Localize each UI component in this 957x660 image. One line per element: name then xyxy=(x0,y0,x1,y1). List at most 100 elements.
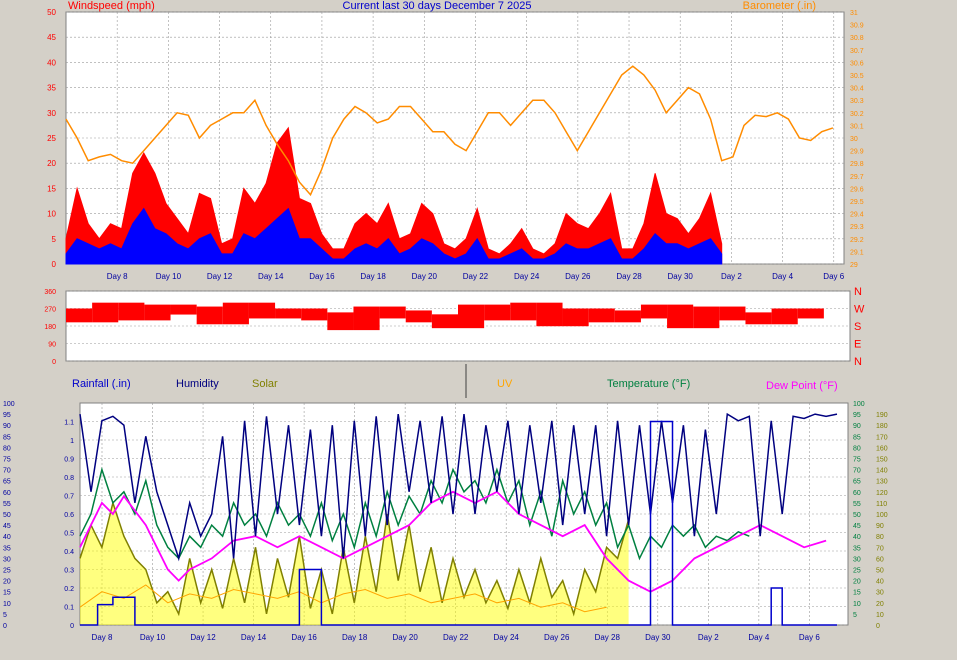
percent-tick-label: 60 xyxy=(3,490,11,497)
rainfall-tick-label: 0.6 xyxy=(64,512,74,519)
windspeed-label: Windspeed (mph) xyxy=(68,0,155,12)
windspeed-tick-label: 5 xyxy=(52,235,57,244)
wind-direction-mark xyxy=(458,304,485,329)
barometer-series xyxy=(65,65,834,197)
wind-direction-mark xyxy=(667,304,694,329)
wind-direction-mark xyxy=(196,306,223,325)
temperature-series xyxy=(79,466,750,561)
temperature-tick-label: 100 xyxy=(853,401,865,408)
bottom-x-axis-ticks: Day 8 Day 10 Day 12 Day 14 Day 16 Day 18 Day 2… xyxy=(92,633,821,642)
temperature-tick-label: 65 xyxy=(853,479,861,486)
x-tick-label: Day 6 xyxy=(799,633,820,642)
percent-tick-label: 100 xyxy=(3,401,15,408)
rainfall-tick-label: 0 xyxy=(70,623,74,630)
wind-direction-mark xyxy=(510,302,537,321)
solar-tick-label: 150 xyxy=(876,457,888,464)
barometer-tick-label: 30 xyxy=(850,136,858,143)
legend-uv: UV xyxy=(497,378,513,390)
barometer-tick-label: 30.2 xyxy=(850,111,864,118)
temperature-tick-label: 60 xyxy=(853,490,861,497)
percent-tick-label: 55 xyxy=(3,501,11,508)
x-tick-label: Day 24 xyxy=(494,633,520,642)
percent-tick-label: 90 xyxy=(3,423,11,430)
barometer-tick-label: 30.7 xyxy=(850,48,864,55)
wind-direction-mark xyxy=(248,302,276,319)
top-x-axis-ticks: Day 8 Day 10 Day 12 Day 14 Day 16 Day 18 Day 2… xyxy=(107,272,845,281)
x-tick-label: Day 26 xyxy=(565,272,591,281)
temperature-tick-label: 85 xyxy=(853,434,861,441)
x-tick-label: Day 10 xyxy=(156,272,182,281)
wind-direction-mark xyxy=(170,304,197,315)
direction-tick-label: 180 xyxy=(44,324,56,331)
direction-tick-label: 90 xyxy=(48,342,56,349)
temperature-tick-label: 10 xyxy=(853,601,861,608)
x-tick-label: Day 26 xyxy=(544,633,570,642)
barometer-tick-label: 30.1 xyxy=(850,123,864,130)
solar-tick-label: 50 xyxy=(876,568,884,575)
temperature-tick-label: 95 xyxy=(853,412,861,419)
percent-tick-label: 30 xyxy=(3,556,11,563)
temperature-tick-label: 75 xyxy=(853,457,861,464)
windspeed-tick-label: 35 xyxy=(47,84,56,93)
legend-solar: Solar xyxy=(252,378,278,390)
barometer-tick-label: 29.3 xyxy=(850,224,864,231)
wind-direction-mark xyxy=(797,308,824,319)
wind-direction-mark xyxy=(431,314,458,329)
wind-direction-mark xyxy=(222,302,249,325)
barometer-tick-label: 29.8 xyxy=(850,161,864,168)
barometer-tick-label: 30.9 xyxy=(850,23,864,30)
wind-direction-mark xyxy=(275,308,302,319)
windspeed-axis-ticks: 0 5 10 15 20 25 30 35 40 45 50 xyxy=(47,8,56,269)
barometer-tick-label: 29 xyxy=(850,262,858,269)
temperature-tick-label: 25 xyxy=(853,568,861,575)
wind-direction-mark xyxy=(614,310,641,323)
x-tick-label: Day 16 xyxy=(291,633,317,642)
humidity-series xyxy=(79,412,838,562)
chart-title: Current last 30 days December 7 2025 xyxy=(343,0,532,12)
compass-label: S xyxy=(854,321,861,333)
windspeed-tick-label: 45 xyxy=(47,33,56,42)
solar-tick-label: 190 xyxy=(876,412,888,419)
x-tick-label: Day 14 xyxy=(258,272,284,281)
solar-tick-label: 180 xyxy=(876,423,888,430)
compass-label: E xyxy=(854,339,861,351)
windspeed-tick-label: 15 xyxy=(47,184,56,193)
percent-tick-label: 45 xyxy=(3,523,11,530)
barometer-tick-label: 30.3 xyxy=(850,98,864,105)
uv-series xyxy=(79,584,607,613)
x-tick-label: Day 24 xyxy=(514,272,540,281)
percent-tick-label: 80 xyxy=(3,445,11,452)
x-tick-label: Day 22 xyxy=(463,272,489,281)
percent-tick-label: 75 xyxy=(3,457,11,464)
legend-dewpoint: Dew Point (°F) xyxy=(766,380,838,392)
wind-direction-mark xyxy=(771,308,798,325)
solar-tick-label: 130 xyxy=(876,479,888,486)
rainfall-tick-label: 0.5 xyxy=(64,531,74,538)
temperature-tick-label: 15 xyxy=(853,590,861,597)
solar-tick-label: 170 xyxy=(876,434,888,441)
barometer-tick-label: 30.8 xyxy=(850,35,864,42)
solar-axis-ticks: 0 10 20 30 40 50 60 70 80 90 100 110 120 130 140 150 160… xyxy=(876,412,888,630)
barometer-axis-ticks: 29 29.1 29.2 29.3 29.4 29.5 29.6 29.7 29.8 29.9 30… xyxy=(850,10,864,269)
temperature-tick-label: 80 xyxy=(853,445,861,452)
x-tick-label: Day 28 xyxy=(595,633,621,642)
percent-tick-label: 95 xyxy=(3,412,11,419)
temperature-tick-label: 90 xyxy=(853,423,861,430)
percent-axis-ticks: 0 5 10 15 20 25 30 35 40 45 50 55 60 65 70 75 80 85 90 95 10… xyxy=(3,401,15,630)
x-tick-label: Day 4 xyxy=(772,272,793,281)
percent-tick-label: 10 xyxy=(3,601,11,608)
wind-direction-mark xyxy=(92,302,119,323)
windspeed-tick-label: 0 xyxy=(52,260,57,269)
barometer-tick-label: 29.2 xyxy=(850,237,864,244)
x-tick-label: Day 16 xyxy=(309,272,335,281)
solar-tick-label: 10 xyxy=(876,612,884,619)
wind-direction-mark xyxy=(144,304,171,321)
barometer-tick-label: 30.6 xyxy=(850,60,864,67)
temperature-tick-label: 40 xyxy=(853,534,861,541)
x-tick-label: Day 8 xyxy=(107,272,128,281)
rainfall-series xyxy=(80,420,837,626)
compass-label: N xyxy=(854,356,862,368)
solar-tick-label: 80 xyxy=(876,534,884,541)
temperature-tick-label: 30 xyxy=(853,556,861,563)
